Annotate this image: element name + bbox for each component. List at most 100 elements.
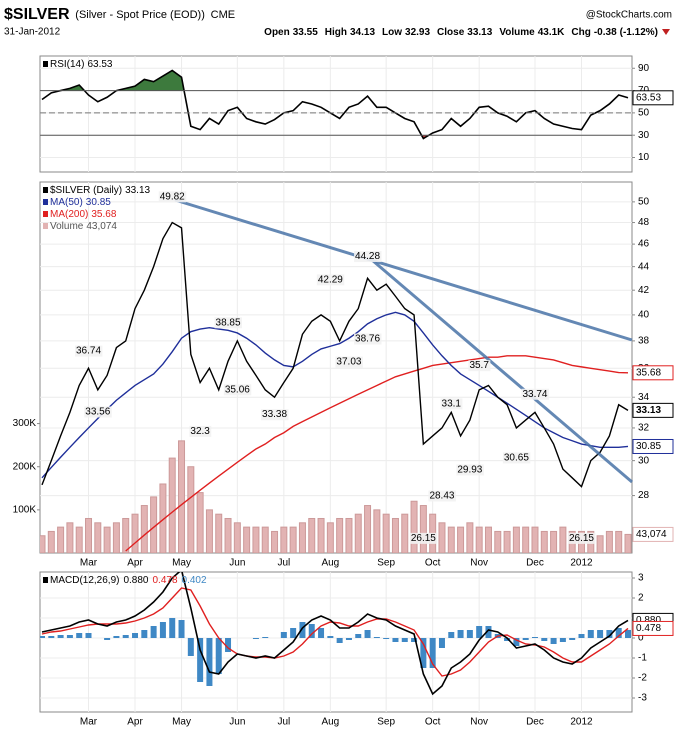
volume-bar — [140, 505, 148, 553]
histogram-bar — [569, 638, 576, 640]
x-tick-label: Oct — [425, 717, 441, 728]
annotation: 26.15 — [569, 533, 594, 544]
x-tick-label: 2012 — [570, 717, 593, 728]
annotation: 30.65 — [504, 452, 529, 463]
quote-label: Chg — [571, 27, 590, 38]
volume-bar — [382, 513, 390, 553]
histogram-bar — [197, 638, 204, 682]
x-tick-label: Oct — [425, 558, 441, 569]
value-badge — [632, 620, 674, 636]
histogram-bar — [438, 638, 445, 648]
histogram-bar — [104, 638, 111, 640]
quote-value: 43.1K — [538, 27, 565, 38]
panel-frame — [39, 571, 633, 713]
legend-value: 30.85 — [86, 197, 111, 208]
histogram-bar — [280, 632, 287, 638]
legend-name: MA(50) — [50, 197, 83, 208]
volume-bar — [271, 530, 279, 553]
annotation-bg — [189, 425, 212, 437]
annotation-bg — [456, 464, 484, 476]
legend-value: 33.13 — [125, 185, 150, 196]
histogram-bar — [262, 637, 269, 638]
volume-bar — [112, 522, 120, 553]
annotation-bg — [84, 406, 112, 418]
legend-entry: MACD(12,26,9) 0.880 0.478 0.402 — [50, 575, 207, 586]
legend-swatch — [43, 187, 48, 193]
histogram-bar — [504, 638, 511, 641]
value-badge — [632, 365, 674, 381]
volume-bar — [540, 530, 548, 553]
value-badge-label: 63.53 — [636, 92, 661, 103]
volume-bar — [503, 530, 511, 553]
symbol: $SILVER — [4, 6, 70, 23]
volume-bar — [512, 526, 520, 553]
plot-area — [40, 572, 632, 712]
volume-bar — [280, 526, 288, 553]
volume-bar — [364, 505, 372, 553]
series-line — [41, 69, 629, 140]
quote-value: 34.13 — [350, 27, 375, 38]
quote-label: Close — [437, 27, 465, 38]
volume-bar — [596, 535, 604, 553]
volume-bar — [308, 517, 316, 553]
volume-bar — [457, 526, 465, 553]
volume-bar — [624, 533, 632, 553]
histogram-bar — [597, 630, 604, 638]
value-badge-label: 0.478 — [636, 623, 661, 634]
annotation: 36.74 — [76, 346, 101, 357]
legend-swatch — [43, 223, 48, 229]
plot-area — [40, 182, 632, 553]
legend-entry: RSI(14) 63.53 — [50, 59, 113, 70]
volume-bar — [122, 517, 130, 553]
histogram-bar — [252, 638, 259, 639]
x-tick-label: Jun — [229, 717, 245, 728]
value-badge-label: 0.880 — [636, 615, 661, 626]
y-tick-label: 28 — [638, 490, 650, 501]
y-tick-label: 2 — [638, 593, 644, 604]
y-tick-label: 0 — [638, 633, 644, 644]
y-tick-label: -1 — [638, 653, 647, 664]
legend-entry: $SILVER (Daily) 33.13 — [50, 185, 151, 196]
volume-bar — [494, 530, 502, 553]
histogram-bar — [401, 638, 408, 642]
x-tick-label: Sep — [377, 717, 395, 728]
annotation: 35.06 — [225, 384, 250, 395]
volume-bar — [75, 526, 83, 553]
annotation-bg — [502, 452, 531, 464]
volume-bar — [289, 526, 297, 553]
x-tick-label: Aug — [321, 717, 339, 728]
histogram-bar — [215, 638, 222, 674]
volume-bar — [447, 526, 455, 553]
annotation-bg — [74, 345, 103, 357]
series-line — [41, 221, 629, 488]
histogram-bar — [122, 635, 129, 638]
annotation: 42.29 — [318, 274, 343, 285]
histogram-bar — [150, 626, 157, 638]
volume-bar — [531, 526, 539, 553]
histogram-bar — [531, 637, 538, 638]
y-tick-label: 30 — [638, 455, 650, 466]
legend-swatch — [43, 61, 48, 67]
volume-bar — [298, 522, 306, 553]
volume-bar — [103, 526, 111, 553]
histogram-bar — [355, 634, 362, 638]
histogram-bar — [513, 638, 520, 646]
legend-name: Volume — [50, 221, 84, 232]
y2-tick-label: 300K — [13, 418, 37, 429]
y-tick-label: 40 — [638, 310, 650, 321]
quote-label: Low — [382, 27, 402, 38]
volume-bar — [484, 526, 492, 553]
histogram-bar — [48, 636, 55, 638]
volume-bar — [438, 522, 446, 553]
volume-bar — [419, 505, 427, 553]
legend-name: $SILVER (Daily) — [50, 185, 122, 196]
y-tick-label: 38 — [638, 336, 650, 347]
legend-value: 0.478 — [153, 575, 178, 586]
legend-name: RSI(14) — [50, 59, 84, 70]
x-tick-label: Dec — [526, 717, 544, 728]
histogram-bar — [141, 630, 148, 638]
series-line — [125, 355, 629, 552]
annotation: 37.03 — [336, 357, 361, 368]
